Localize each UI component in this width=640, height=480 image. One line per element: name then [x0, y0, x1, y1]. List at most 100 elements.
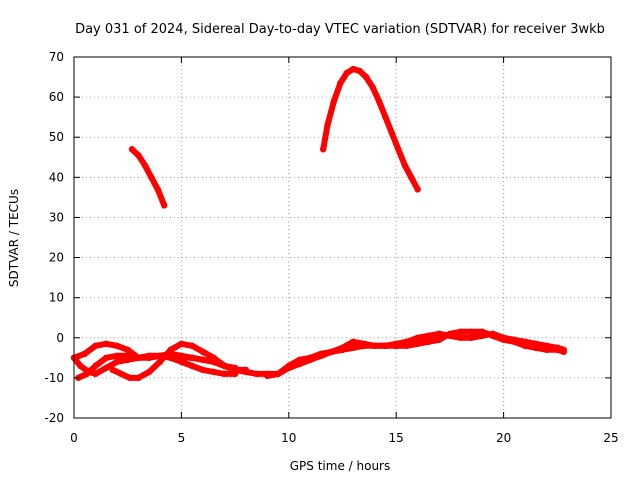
- x-tick-label: 0: [70, 431, 78, 445]
- data-point: [285, 364, 292, 372]
- data-point: [362, 73, 370, 81]
- data-point: [521, 342, 529, 349]
- data-point: [124, 346, 131, 354]
- data-point: [126, 374, 134, 382]
- data-point: [141, 162, 149, 169]
- data-point: [560, 348, 567, 356]
- data-point: [350, 344, 357, 352]
- data-point: [468, 334, 475, 341]
- y-tick-label: 40: [49, 170, 64, 184]
- data-point: [156, 358, 164, 366]
- data-point: [350, 338, 357, 345]
- data-point: [264, 372, 271, 380]
- data-point: [356, 67, 363, 75]
- y-tick-label: 10: [49, 291, 64, 305]
- data-point: [393, 342, 400, 349]
- data-point: [145, 368, 153, 376]
- y-tick-label: 30: [49, 210, 64, 224]
- data-point: [188, 354, 196, 362]
- grid: [74, 57, 611, 418]
- data-point: [83, 370, 91, 378]
- data-point: [554, 346, 561, 354]
- data-point: [343, 69, 350, 77]
- x-tick-label: 20: [496, 431, 511, 445]
- data-point: [199, 366, 207, 374]
- data-point: [253, 370, 260, 378]
- data-point: [231, 366, 239, 374]
- data-point: [135, 354, 142, 362]
- data-point: [296, 360, 303, 368]
- data-point: [324, 121, 331, 129]
- data-point: [319, 146, 327, 153]
- data-point: [161, 202, 168, 209]
- y-tick-label: -20: [44, 411, 64, 425]
- data-point: [382, 113, 389, 121]
- data-point: [511, 338, 518, 345]
- x-axis-label: GPS time / hours: [290, 459, 391, 473]
- y-tick-label: 70: [49, 50, 64, 64]
- data-point: [360, 340, 368, 347]
- y-tick-label: 20: [49, 251, 64, 265]
- data-point: [210, 358, 217, 366]
- data-point: [446, 330, 454, 337]
- data-point: [478, 328, 486, 335]
- data-point: [317, 352, 325, 360]
- data-series: [70, 65, 567, 382]
- data-point: [113, 342, 121, 349]
- data-point: [210, 368, 217, 376]
- data-point: [401, 162, 408, 169]
- chart-title: Day 031 of 2024, Sidereal Day-to-day VTE…: [75, 22, 605, 37]
- data-point: [425, 332, 432, 339]
- data-point: [221, 370, 228, 378]
- data-point: [199, 356, 207, 364]
- data-point: [435, 336, 443, 343]
- data-point: [178, 340, 185, 347]
- data-point: [457, 334, 464, 341]
- data-point: [135, 374, 142, 382]
- data-point: [330, 97, 338, 105]
- series-arc-b: [320, 66, 421, 193]
- data-point: [337, 79, 344, 87]
- data-point: [242, 368, 250, 376]
- data-point: [468, 328, 475, 335]
- data-point: [532, 344, 540, 352]
- data-point: [199, 348, 207, 356]
- data-point: [500, 336, 507, 343]
- data-point: [92, 362, 99, 370]
- data-point: [188, 362, 196, 370]
- data-point: [369, 83, 376, 91]
- data-point: [167, 346, 174, 354]
- data-point: [128, 146, 136, 153]
- data-point: [403, 338, 411, 345]
- axis-ticks: 0 5 10 15 20 25 -20 -10 0 10 20 30 40 50 60 70: [44, 50, 618, 445]
- y-tick-label: -10: [44, 371, 64, 385]
- data-point: [435, 330, 443, 337]
- data-point: [414, 186, 421, 193]
- y-tick-label: 50: [49, 130, 64, 144]
- data-point: [118, 370, 125, 378]
- x-tick-label: 5: [178, 431, 186, 445]
- data-point: [103, 364, 110, 372]
- data-point: [188, 342, 196, 349]
- data-point: [307, 356, 314, 364]
- data-point: [154, 186, 161, 193]
- data-point: [375, 97, 383, 105]
- data-point: [221, 362, 228, 370]
- data-point: [92, 342, 99, 349]
- data-point: [81, 350, 88, 358]
- data-point: [103, 340, 110, 347]
- y-tick-label: 60: [49, 90, 64, 104]
- data-point: [388, 130, 396, 137]
- data-point: [148, 174, 155, 181]
- data-point: [92, 370, 99, 378]
- data-point: [113, 358, 121, 366]
- data-point: [382, 342, 389, 349]
- data-point: [395, 146, 402, 153]
- data-point: [543, 346, 550, 354]
- data-point: [145, 354, 153, 362]
- data-point: [414, 338, 421, 345]
- x-tick-label: 15: [389, 431, 404, 445]
- data-point: [124, 352, 131, 360]
- data-point: [489, 332, 497, 339]
